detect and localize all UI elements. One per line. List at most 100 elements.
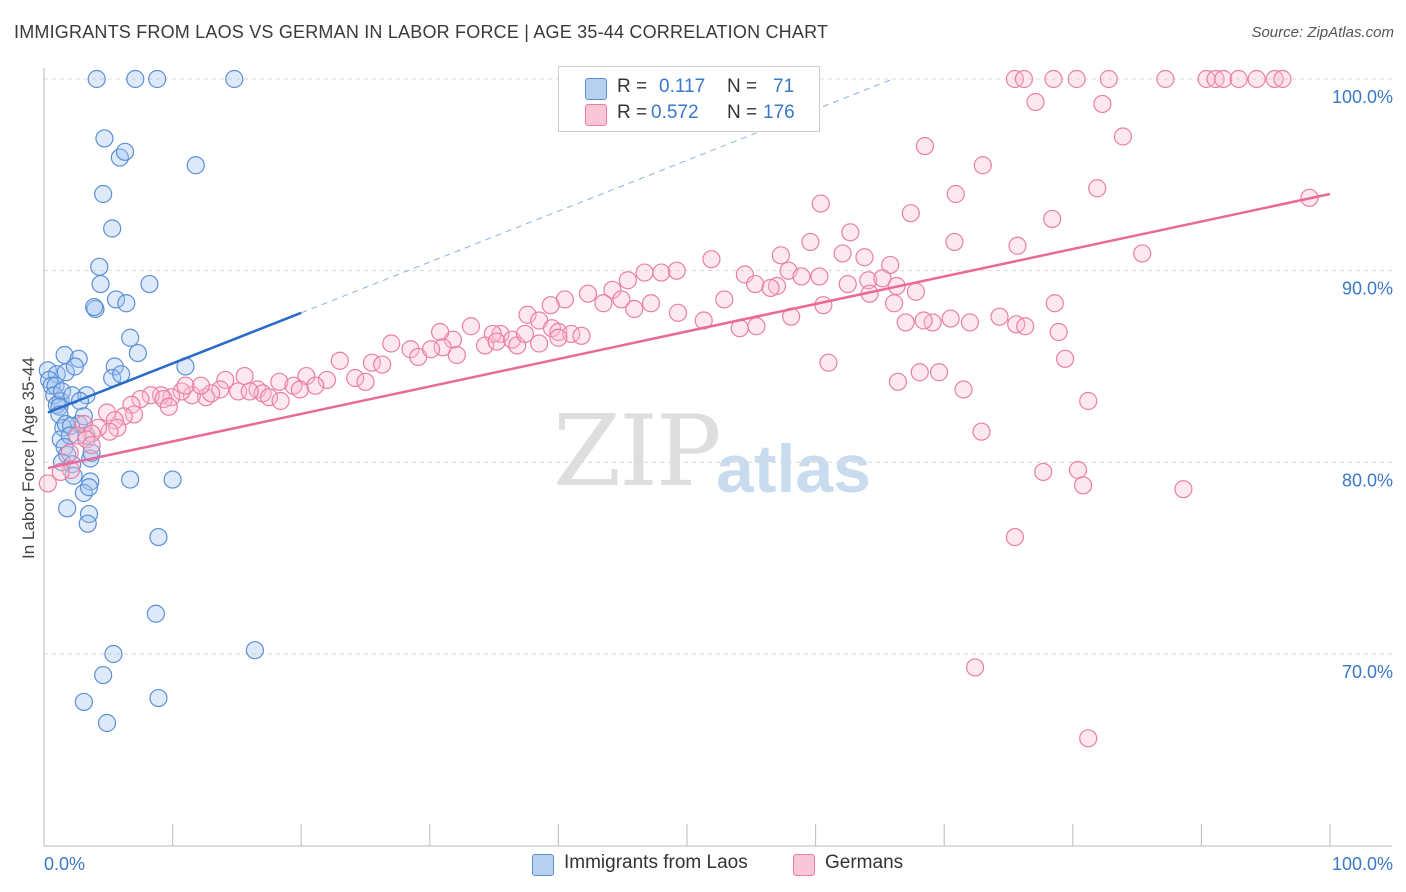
laos-point — [81, 472, 100, 491]
germans-point — [1099, 69, 1118, 89]
germans-point — [914, 311, 933, 330]
germans-point — [430, 322, 450, 342]
r-label: R = — [617, 102, 648, 123]
germans-point — [382, 334, 401, 353]
correlation-legend: R = 0.117 N = 71 R = 0.572 N = 176 — [558, 66, 820, 132]
germans-point — [819, 353, 838, 372]
germans-point — [833, 244, 852, 263]
germans-point — [541, 296, 560, 315]
germans-point — [290, 380, 310, 399]
legend-row-germans: R = 0.572 N = 176 — [559, 101, 819, 127]
germans-point — [814, 296, 833, 315]
germans-legend-label: Germans — [825, 852, 904, 873]
y-tick-label: 80.0% — [1342, 470, 1393, 490]
germans-point — [946, 184, 965, 204]
germans-point — [461, 317, 481, 336]
germans-point — [1088, 179, 1107, 198]
germans-point — [625, 299, 644, 319]
germans-point — [901, 204, 920, 223]
germans-point — [518, 305, 537, 324]
germans-point — [668, 303, 688, 322]
germans-point — [896, 313, 915, 332]
laos-point — [121, 328, 140, 347]
laos-swatch — [585, 78, 607, 100]
laos-point — [58, 499, 77, 518]
germans-trend-line — [47, 192, 1331, 470]
laos-point — [126, 69, 145, 89]
germans-point — [884, 294, 904, 313]
germans-point — [990, 307, 1009, 326]
germans-point — [401, 340, 420, 359]
laos-point — [104, 644, 123, 664]
germans-point — [1008, 236, 1027, 255]
germans-point — [767, 276, 787, 296]
germans-point — [191, 376, 210, 395]
germans-point — [259, 388, 279, 407]
germans-point — [965, 658, 985, 677]
germans-point — [306, 376, 325, 395]
r-label: R = — [617, 76, 648, 97]
germans-point — [811, 194, 830, 213]
germans-point — [1045, 294, 1064, 313]
germans-point — [1247, 69, 1266, 89]
germans-point — [202, 384, 221, 403]
germans-point — [1079, 391, 1098, 411]
source-credit: Source: ZipAtlas.com — [1251, 24, 1394, 41]
germans-point — [131, 389, 150, 409]
laos-point — [94, 184, 113, 204]
germans-point — [715, 290, 734, 309]
y-axis-label: In Labor Force | Age 35-44 — [19, 357, 38, 559]
laos-point — [65, 357, 84, 376]
laos-point — [95, 129, 114, 148]
laos-point — [94, 665, 113, 685]
x-tick-label: 0.0% — [44, 854, 85, 874]
germans-point — [447, 345, 466, 365]
germans-point — [746, 274, 765, 294]
germans-point — [761, 278, 780, 298]
germans-point — [612, 290, 631, 309]
germans-point — [515, 324, 535, 344]
germans-point — [216, 370, 235, 390]
n-label: N = — [727, 76, 758, 97]
germans-point — [973, 156, 992, 175]
germans-point — [1043, 209, 1062, 229]
germans-point — [859, 271, 878, 290]
germans-point — [356, 372, 375, 391]
germans-point — [838, 274, 857, 294]
y-tick-label: 100.0% — [1332, 87, 1393, 107]
germans-point — [68, 426, 87, 445]
germans-legend-swatch — [793, 854, 815, 876]
germans-point — [271, 391, 290, 411]
germans-point — [888, 372, 908, 391]
germans-point — [641, 294, 661, 313]
germans-point — [1174, 480, 1193, 499]
laos-point — [74, 483, 93, 503]
laos-point — [90, 257, 109, 276]
germans-point — [1273, 69, 1292, 89]
germans-point — [618, 271, 637, 290]
germans-point — [1055, 349, 1075, 368]
germans-point — [270, 372, 289, 391]
y-tick-label: 90.0% — [1342, 279, 1393, 299]
germans-point — [1068, 460, 1088, 480]
trend-lines — [47, 78, 1331, 470]
germans-point — [915, 136, 935, 156]
germans-point — [1113, 127, 1133, 146]
laos-point — [110, 148, 129, 167]
laos-point — [74, 407, 93, 426]
laos-point — [146, 604, 165, 623]
laos-point — [148, 69, 167, 89]
germans-point — [74, 414, 93, 434]
n-label: N = — [727, 102, 758, 123]
germans-points — [38, 69, 1319, 748]
germans-point — [1093, 94, 1112, 114]
germans-point — [530, 334, 549, 353]
laos-point — [128, 343, 147, 363]
germans-point — [960, 313, 980, 332]
germans-point — [1156, 69, 1175, 89]
germans-point — [594, 294, 613, 313]
laos-point — [38, 361, 57, 380]
germans-point — [929, 363, 949, 382]
laos-point — [97, 713, 117, 733]
laos-point — [79, 504, 99, 524]
